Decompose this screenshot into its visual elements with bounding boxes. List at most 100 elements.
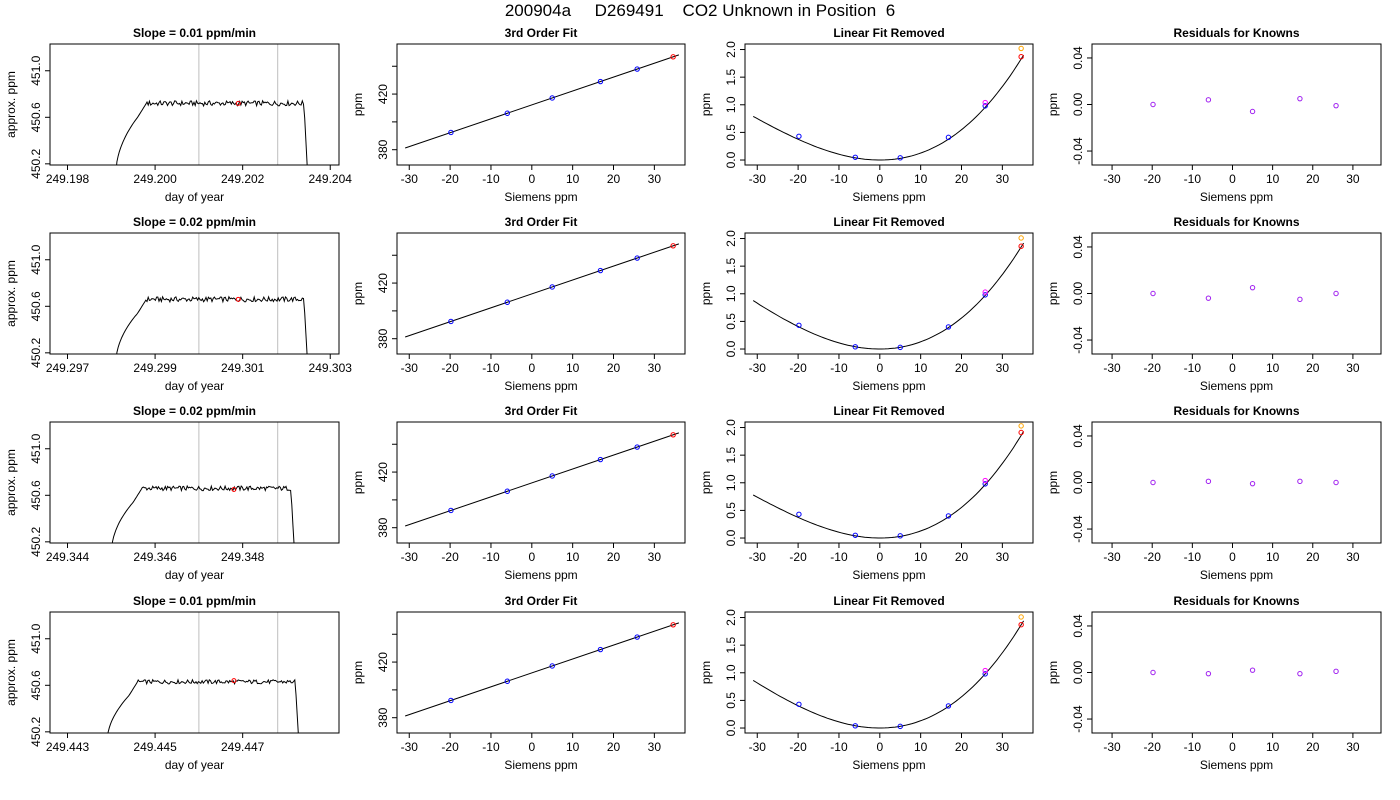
x-tick-label: 30: [996, 361, 1010, 375]
y-tick-label: 450.2: [29, 716, 43, 746]
residual-point-marker: [1333, 102, 1339, 109]
unknown-point-marker: [235, 296, 241, 302]
y-axis-label: ppm: [1046, 661, 1060, 684]
x-tick-label: 0: [528, 740, 535, 754]
known-point-marker: [897, 155, 903, 161]
y-tick-label: 0.5: [724, 313, 738, 330]
x-tick-label: 0: [1229, 361, 1236, 375]
fit-line: [405, 243, 680, 338]
x-axis-label: Siemens ppm: [1200, 190, 1273, 204]
y-axis-label: ppm: [699, 471, 713, 494]
fit-curve: [752, 431, 1025, 539]
y-tick-label: 420: [376, 84, 390, 104]
x-tick-label: 0: [1229, 740, 1236, 754]
panel-r1-c2: 3rd Order Fit Siemens ppm ppm -30 -20 -10 0 10 2…: [351, 26, 686, 204]
unknown-point-marker: [1018, 54, 1024, 60]
concentration-trace: [111, 484, 295, 543]
y-tick-label: 2.0: [724, 230, 738, 247]
x-axis-label: Siemens ppm: [852, 758, 925, 772]
x-tick-label: 30: [996, 740, 1010, 754]
x-tick-label: -30: [401, 172, 419, 186]
known-point-marker: [796, 511, 802, 517]
y-tick-label: 0.5: [724, 124, 738, 141]
plot-area: [1150, 478, 1339, 487]
unknown-alt-point-marker: [1018, 235, 1024, 241]
x-tick-label: 10: [1266, 361, 1280, 375]
residual-point-marker: [1297, 296, 1303, 303]
residual-point-marker: [1249, 108, 1256, 115]
x-axis-label: Siemens ppm: [504, 758, 577, 772]
y-tick-label: 1.5: [724, 68, 738, 85]
x-tick-label: 20: [955, 361, 969, 375]
known-point-marker: [634, 255, 640, 261]
known-point-marker: [945, 703, 952, 709]
x-tick-label: -20: [789, 172, 807, 186]
plot-frame: [396, 232, 686, 355]
y-tick-label: 420: [376, 273, 390, 293]
plot-frame: [49, 421, 340, 544]
fit-line: [405, 622, 680, 717]
x-tick-label: 20: [607, 740, 621, 754]
x-tick-label: 10: [914, 550, 928, 564]
known-point-marker: [634, 634, 640, 640]
known-alt-point-marker: [982, 667, 988, 674]
x-tick-label: 10: [1266, 172, 1280, 186]
unknown-point-marker: [235, 100, 241, 106]
x-tick-label: 20: [955, 550, 969, 564]
known-point-marker: [852, 532, 858, 538]
panel-title: Slope = 0.02 ppm/min: [133, 215, 256, 229]
y-tick-label: 1.5: [724, 446, 738, 463]
panel-title: Residuals for Knowns: [1173, 404, 1299, 418]
x-tick-label: 249.443: [46, 740, 90, 754]
y-tick-label: 380: [376, 517, 390, 537]
concentration-trace: [107, 678, 299, 733]
plot-area: [107, 612, 299, 733]
x-tick-label: -20: [441, 172, 459, 186]
x-tick-label: 20: [607, 550, 621, 564]
x-tick-label: 20: [1306, 550, 1320, 564]
panel-title: Linear Fit Removed: [833, 404, 944, 418]
x-axis-label: Siemens ppm: [852, 568, 925, 582]
panel-r3-c4: Residuals for Knowns Siemens ppm ppm -30 -20…: [1046, 404, 1382, 582]
known-point-marker: [549, 473, 555, 479]
plot-frame: [49, 43, 340, 166]
known-point-marker: [634, 444, 640, 450]
plot-frame: [396, 611, 686, 734]
plot-frame: [744, 421, 1034, 544]
known-point-marker: [897, 533, 903, 539]
x-tick-label: 30: [1346, 172, 1360, 186]
x-tick-label: 0: [1229, 550, 1236, 564]
y-tick-label: 450.6: [29, 102, 43, 132]
x-axis-label: Siemens ppm: [1200, 758, 1273, 772]
y-axis-label: approx. ppm: [4, 71, 18, 138]
x-tick-label: 10: [566, 172, 580, 186]
x-tick-label: 20: [1306, 361, 1320, 375]
plot-area: [116, 233, 308, 354]
y-tick-label: 0.00: [1071, 660, 1085, 684]
panel-r2-c1: Slope = 0.02 ppm/min day of year approx. p…: [4, 215, 352, 393]
plot-area: [1150, 284, 1339, 303]
unknown-point-marker: [670, 54, 676, 60]
x-tick-label: 0: [1229, 172, 1236, 186]
residual-point-marker: [1205, 97, 1212, 103]
y-tick-label: -0.04: [1071, 137, 1085, 165]
plot-area: [116, 44, 308, 165]
panel-title: 3rd Order Fit: [505, 215, 578, 229]
x-tick-label: -30: [401, 740, 419, 754]
residual-point-marker: [1249, 284, 1256, 291]
y-axis-label: ppm: [351, 93, 365, 116]
plot-area: [111, 422, 295, 543]
unknown-point-marker: [231, 486, 237, 492]
panel-title: Linear Fit Removed: [833, 594, 944, 608]
unknown-point-marker: [670, 243, 676, 249]
y-tick-label: -0.04: [1071, 515, 1085, 543]
x-tick-label: 249.447: [221, 740, 265, 754]
panel-r3-c3: Linear Fit Removed Siemens ppm ppm -30 -20 -1…: [699, 404, 1034, 582]
plot-frame: [1091, 421, 1382, 544]
plot-frame: [1091, 232, 1382, 355]
x-tick-label: 249.198: [46, 172, 90, 186]
x-tick-label: 20: [955, 172, 969, 186]
x-tick-label: 0: [528, 361, 535, 375]
x-tick-label: -10: [1184, 172, 1202, 186]
